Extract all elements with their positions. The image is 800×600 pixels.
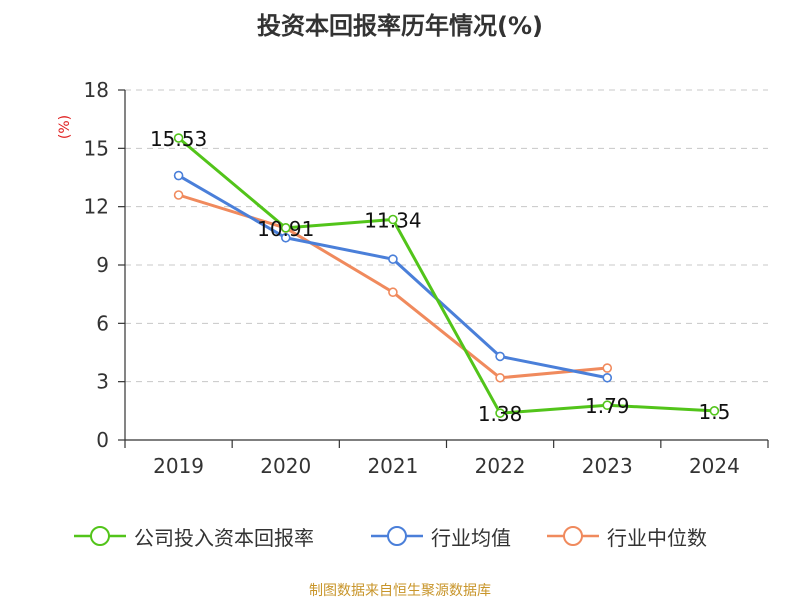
data-label: 11.34 [364, 209, 421, 233]
data-label: 1.5 [699, 400, 731, 424]
x-tick-label: 2023 [582, 454, 633, 478]
y-tick-label: 18 [84, 78, 109, 102]
data-point-2 [602, 363, 613, 373]
y-tick-label: 9 [96, 253, 109, 277]
legend-label-industry-mean: 行业均值 [431, 525, 511, 550]
y-tick-label: 6 [96, 311, 109, 335]
data-point-0 [602, 400, 613, 410]
data-point-1 [173, 170, 184, 181]
legend-marker-industry-mean-icon [371, 526, 423, 546]
data-point-0 [388, 214, 398, 225]
data-point-1 [388, 254, 398, 264]
data-label: 15.53 [150, 127, 207, 151]
series-line-0 [177, 136, 715, 415]
chart-title: 投资本回报率历年情况(%) [257, 12, 543, 40]
x-tick-label: 2024 [689, 454, 740, 478]
data-point-2 [388, 287, 398, 298]
data-point-1 [280, 232, 291, 243]
data-point-1 [495, 351, 505, 362]
x-tick-label: 2022 [475, 454, 526, 478]
source-note: 制图数据来自恒生聚源数据库 [309, 583, 491, 599]
legend-marker-company-icon [74, 526, 126, 546]
legend-label-company: 公司投入资本回报率 [134, 525, 314, 550]
series-line-1 [177, 174, 608, 380]
y-tick-label: 0 [96, 428, 109, 452]
data-label: 10.91 [257, 217, 314, 241]
data-point-0 [280, 223, 291, 233]
x-tick-label: 2019 [153, 454, 204, 478]
y-tick-label: 15 [84, 136, 109, 160]
legend-item-industry-mean[interactable]: 行业均值 [369, 519, 511, 553]
data-point-1 [602, 372, 613, 383]
legend-item-industry-median[interactable]: 行业中位数 [545, 519, 707, 553]
data-label: 1.38 [478, 402, 523, 426]
data-point-2 [173, 190, 184, 200]
legend: 公司投入资本回报率 行业均值 行业中位数 [0, 519, 800, 553]
data-point-0 [709, 406, 720, 416]
legend-marker-industry-median-icon [547, 526, 599, 546]
y-tick-label: 3 [96, 370, 109, 394]
x-tick-label: 2020 [260, 454, 311, 478]
data-label: 1.79 [585, 394, 630, 418]
data-point-0 [173, 133, 184, 143]
legend-item-company[interactable]: 公司投入资本回报率 [72, 519, 314, 553]
x-tick-label: 2021 [367, 454, 418, 478]
data-point-2 [495, 372, 505, 383]
legend-label-industry-median: 行业中位数 [607, 525, 707, 550]
y-tick-label: 12 [84, 195, 109, 219]
data-point-0 [495, 408, 505, 418]
